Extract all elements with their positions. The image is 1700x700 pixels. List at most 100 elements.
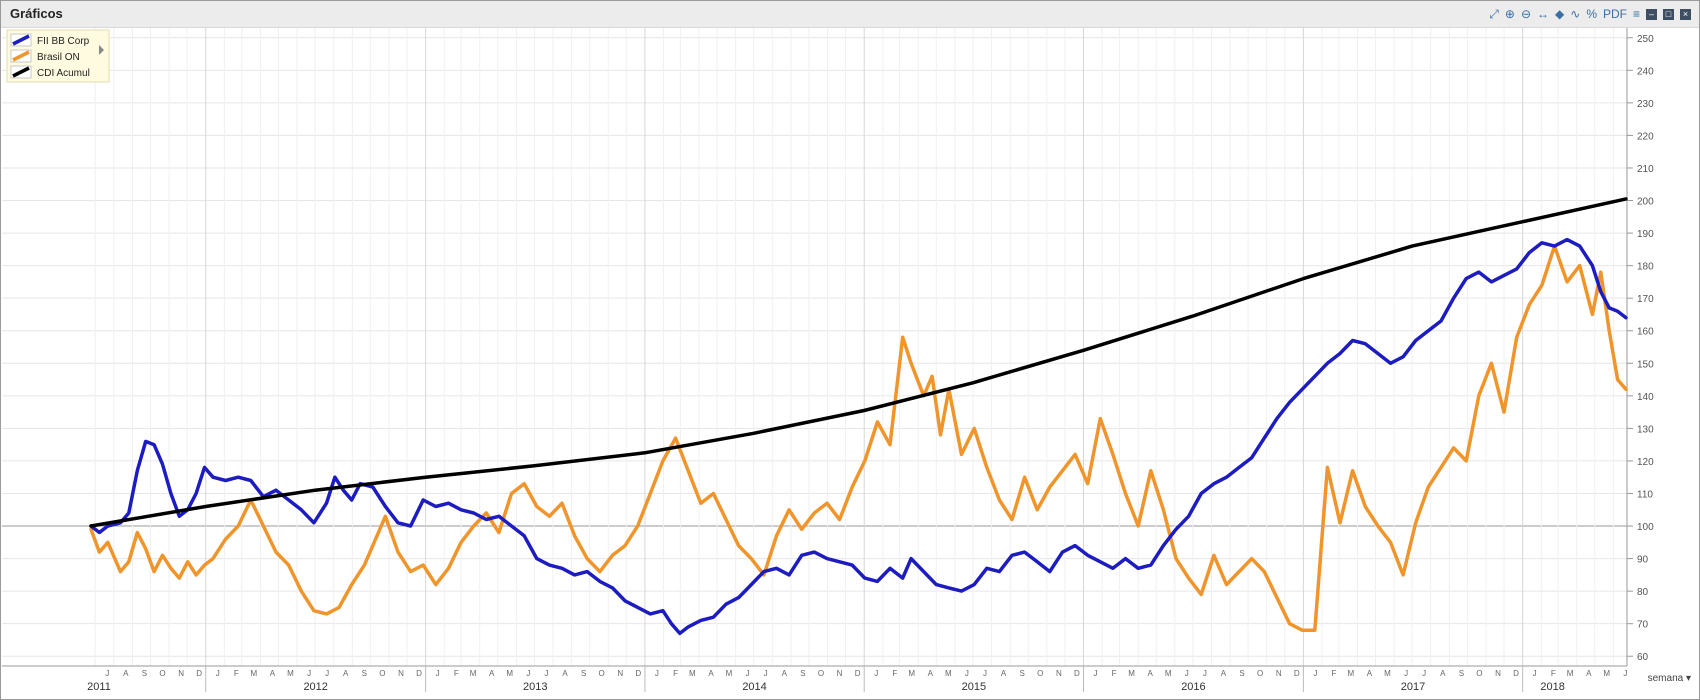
x-month-label: J	[655, 669, 659, 678]
x-year-label: 2014	[742, 681, 766, 693]
zoom-in-icon[interactable]: ⊕	[1504, 7, 1515, 21]
pdf-icon[interactable]: PDF	[1602, 7, 1627, 21]
x-month-label: D	[855, 669, 861, 678]
x-month-label: M	[506, 669, 513, 678]
close-icon[interactable]: ×	[1680, 8, 1691, 20]
pan-icon[interactable]: ↔	[1537, 7, 1550, 21]
x-month-label: F	[673, 669, 678, 678]
y-tick-label: 140	[1637, 392, 1654, 403]
x-month-label: J	[1093, 669, 1097, 678]
x-month-label: N	[178, 669, 184, 678]
x-month-label: J	[216, 669, 220, 678]
series-line	[89, 237, 1628, 636]
x-month-label: J	[1313, 669, 1317, 678]
x-month-label: J	[526, 669, 530, 678]
x-month-label: A	[343, 669, 349, 678]
x-month-label: N	[1495, 669, 1501, 678]
x-month-label: O	[1257, 669, 1263, 678]
x-month-label: M	[908, 669, 915, 678]
y-tick-label: 220	[1637, 131, 1654, 142]
y-tick-label: 130	[1637, 424, 1654, 435]
x-month-label: S	[362, 669, 367, 678]
y-tick-label: 100	[1637, 522, 1654, 533]
x-month-label: M	[726, 669, 733, 678]
x-month-label: D	[196, 669, 202, 678]
x-month-label: M	[945, 669, 952, 678]
y-tick-label: 150	[1637, 359, 1654, 370]
x-month-label: A	[489, 669, 495, 678]
x-month-label: N	[398, 669, 404, 678]
y-tick-label: 180	[1637, 262, 1654, 273]
x-month-label: A	[1147, 669, 1153, 678]
x-month-label: S	[142, 669, 147, 678]
x-month-label: N	[837, 669, 843, 678]
x-month-label: J	[307, 669, 311, 678]
x-month-label: M	[1347, 669, 1354, 678]
legend-swatch	[12, 34, 30, 46]
x-year-label: 2017	[1401, 681, 1425, 693]
y-tick-label: 80	[1637, 587, 1649, 598]
legend-label: CDI Acumul	[37, 68, 90, 79]
y-tick-label: 160	[1637, 327, 1654, 338]
x-month-label: A	[1001, 669, 1007, 678]
x-month-label: A	[1221, 669, 1227, 678]
x-month-label: J	[1533, 669, 1537, 678]
percent-icon[interactable]: %	[1586, 7, 1597, 21]
legend[interactable]: FII BB Corp Brasil ON CDI Acumul	[6, 29, 110, 83]
x-month-label: A	[782, 669, 788, 678]
chart-type-icon[interactable]: ∿	[1570, 7, 1581, 21]
x-month-label: A	[708, 669, 714, 678]
y-axis: 60 70 80 90 100 110 120 130 140 150 160 170 180 190 20…	[1626, 28, 1654, 666]
minimize-icon[interactable]: –	[1646, 8, 1657, 20]
x-month-label: J	[874, 669, 878, 678]
window-titlebar: Gráficos ⤢ ⊕ ⊖ ↔ ◆ ∿ % PDF ≡ – □ ×	[1, 1, 1699, 28]
x-month-label: F	[234, 669, 239, 678]
legend-label: Brasil ON	[37, 52, 80, 63]
x-month-label: M	[1603, 669, 1610, 678]
x-month-label: F	[454, 669, 459, 678]
y-tick-label: 90	[1637, 555, 1649, 566]
chevron-down-icon: ▾	[1685, 673, 1691, 684]
x-month-label: O	[1476, 669, 1482, 678]
x-year-label: 2015	[962, 681, 986, 693]
x-month-label: M	[1384, 669, 1391, 678]
x-month-label: M	[287, 669, 294, 678]
x-month-label: S	[1020, 669, 1025, 678]
period-selector[interactable]: semana ▾	[1648, 673, 1691, 684]
x-year-label: 2013	[523, 681, 547, 693]
x-month-label: N	[1056, 669, 1062, 678]
y-tick-label: 70	[1637, 620, 1649, 631]
x-month-label: S	[1239, 669, 1244, 678]
menu-icon[interactable]: ≡	[1632, 7, 1640, 21]
zoom-out-icon[interactable]: ⊖	[1520, 7, 1532, 21]
chevron-right-icon	[99, 45, 104, 55]
x-month-label: S	[1459, 669, 1464, 678]
x-month-label: J	[1623, 669, 1627, 678]
x-month-label: F	[1112, 669, 1117, 678]
x-month-label: O	[159, 669, 165, 678]
y-tick-label: 60	[1637, 652, 1649, 663]
legend-label: FII BB Corp	[37, 36, 90, 47]
x-month-label: J	[1422, 669, 1426, 678]
x-month-label: M	[470, 669, 477, 678]
chart-toolbar: ⤢ ⊕ ⊖ ↔ ◆ ∿ % PDF ≡ – □ ×	[1489, 5, 1691, 23]
x-month-label: J	[965, 669, 969, 678]
y-tick-label: 230	[1637, 99, 1654, 110]
x-month-label: O	[818, 669, 824, 678]
y-tick-label: 250	[1637, 34, 1654, 45]
x-month-label: F	[1551, 669, 1556, 678]
x-month-label: J	[764, 669, 768, 678]
y-tick-label: 170	[1637, 294, 1654, 305]
period-label: semana	[1647, 673, 1684, 684]
x-month-label: A	[123, 669, 129, 678]
tag-icon[interactable]: ◆	[1555, 7, 1565, 21]
expand-icon[interactable]: ⤢	[1489, 7, 1499, 21]
maximize-icon[interactable]: □	[1663, 8, 1674, 20]
x-month-label: S	[581, 669, 586, 678]
y-tick-label: 120	[1637, 457, 1654, 468]
x-year-label: 2018	[1540, 681, 1564, 693]
x-month-label: D	[1294, 669, 1300, 678]
